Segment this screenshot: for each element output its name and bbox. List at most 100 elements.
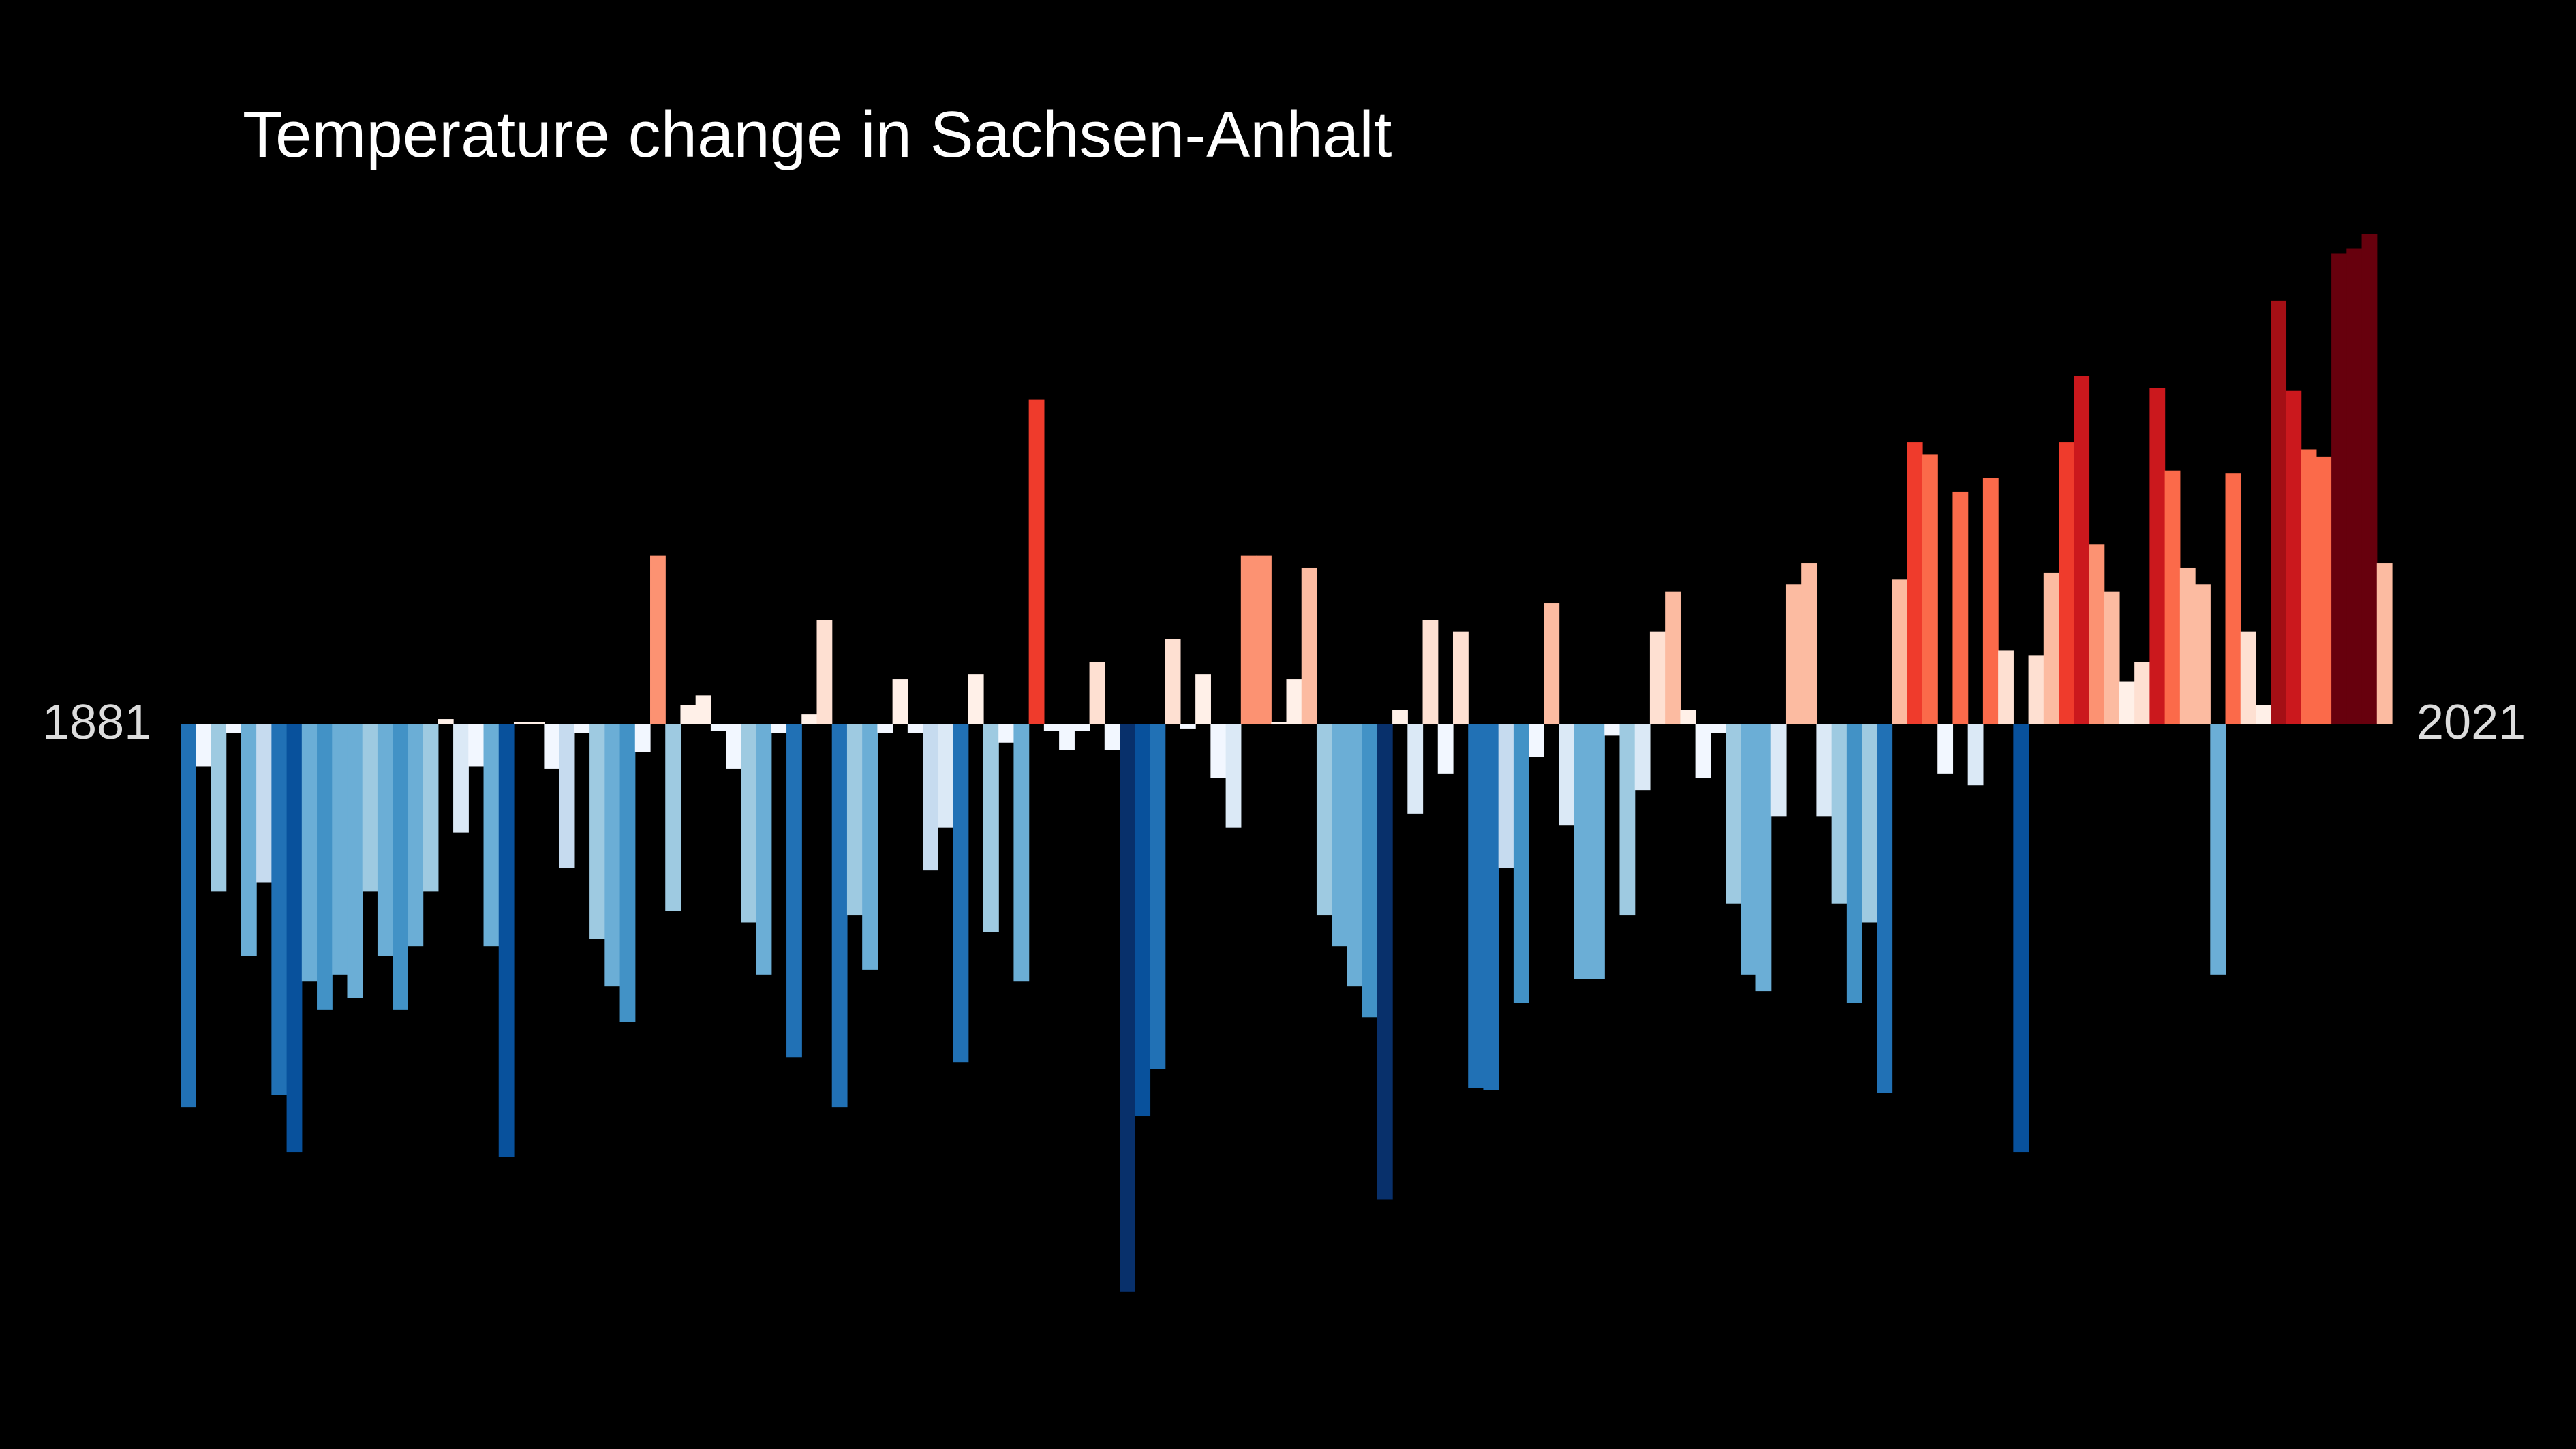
bar-2021 — [2301, 449, 2317, 724]
bar-1971 — [1544, 603, 1560, 724]
bar-1969 — [1513, 724, 1529, 1003]
bar-1955 — [1301, 567, 1317, 724]
bar-1981 — [1695, 724, 1711, 778]
bar-2002 — [2013, 724, 2029, 1153]
bar-1970 — [1529, 724, 1544, 757]
bar-2016 — [2225, 473, 2241, 724]
bar-1962 — [1407, 724, 1424, 814]
bar-1942 — [1104, 724, 1120, 750]
bar-2010 — [2134, 662, 2150, 724]
bar-2000 — [1982, 478, 1999, 724]
bar-1956 — [1316, 724, 1332, 916]
bar-1927 — [877, 724, 893, 733]
bar-2006 — [2074, 376, 2090, 724]
bar-1993 — [1877, 724, 1893, 1093]
bar-1883 — [211, 724, 227, 892]
bar-1950 — [1225, 724, 1242, 828]
bar-1951 — [1240, 555, 1257, 724]
bar-1966 — [1468, 724, 1484, 1088]
bar-1986 — [1770, 724, 1787, 817]
bar-1990 — [1831, 724, 1847, 904]
bar-1967 — [1483, 724, 1499, 1090]
bar-1893 — [362, 724, 378, 892]
bar-1944 — [1135, 724, 1151, 1117]
bar-1910 — [619, 724, 636, 1022]
bar-1996 — [1922, 454, 1938, 724]
start-year-label: 1881 — [42, 695, 152, 750]
bar-2019 — [2271, 300, 2287, 724]
bar-1940 — [1074, 724, 1090, 731]
bar-1991 — [1846, 724, 1862, 1003]
bar-2014 — [2195, 584, 2211, 724]
bar-2004 — [2043, 572, 2059, 724]
bar-1968 — [1498, 724, 1514, 868]
bar-1929 — [907, 724, 923, 733]
bar-1947 — [1180, 724, 1196, 729]
bar-2025 — [2361, 234, 2378, 724]
bar-1896 — [408, 724, 424, 947]
bar-1885 — [241, 724, 257, 956]
bar-2011 — [2149, 388, 2166, 724]
bar-1973 — [1574, 724, 1590, 979]
bar-2024 — [2346, 248, 2363, 724]
bar-1886 — [256, 724, 272, 883]
bar-1925 — [846, 724, 863, 916]
bar-1999 — [1967, 724, 1984, 786]
bar-2026 — [2376, 563, 2393, 724]
bar-1902 — [498, 724, 515, 1157]
bar-1915 — [695, 695, 711, 724]
bar-1952 — [1256, 555, 1272, 724]
bar-1946 — [1165, 639, 1181, 724]
bar-1975 — [1604, 724, 1621, 736]
bar-1922 — [801, 714, 818, 724]
bar-2013 — [2179, 567, 2196, 724]
bar-1932 — [953, 724, 969, 1063]
bar-1980 — [1680, 710, 1696, 724]
bar-1979 — [1665, 591, 1681, 724]
bar-1994 — [1892, 579, 1908, 724]
bar-2005 — [2059, 442, 2074, 724]
bar-1976 — [1619, 724, 1636, 916]
bar-1891 — [332, 724, 348, 975]
bar-1906 — [559, 724, 575, 868]
bar-1945 — [1150, 724, 1166, 1069]
bar-1924 — [831, 724, 848, 1108]
bar-1912 — [650, 555, 666, 724]
bar-1939 — [1059, 724, 1075, 750]
bar-1918 — [741, 724, 757, 923]
bar-1887 — [271, 724, 288, 1095]
bar-1953 — [1271, 722, 1287, 724]
bar-2009 — [2119, 681, 2135, 724]
bar-1917 — [726, 724, 741, 769]
bar-1985 — [1755, 724, 1772, 992]
bar-1914 — [680, 705, 696, 724]
bar-2008 — [2104, 591, 2120, 724]
bar-1897 — [423, 724, 439, 892]
bar-2015 — [2210, 724, 2226, 975]
bar-1905 — [544, 724, 560, 769]
bar-1938 — [1043, 724, 1060, 731]
bar-1995 — [1907, 442, 1923, 724]
bar-1881 — [181, 724, 196, 1108]
bar-1923 — [816, 620, 833, 724]
bar-2020 — [2286, 390, 2302, 724]
bar-1997 — [1937, 724, 1954, 774]
bar-1960 — [1377, 724, 1393, 1200]
bar-1926 — [862, 724, 878, 970]
bar-1916 — [710, 724, 726, 731]
bar-1890 — [317, 724, 333, 1010]
bar-1982 — [1710, 724, 1726, 733]
bar-1977 — [1634, 724, 1651, 791]
bar-1884 — [226, 724, 242, 733]
bar-1992 — [1862, 724, 1877, 923]
bar-1964 — [1437, 724, 1454, 774]
bar-1888 — [286, 724, 303, 1153]
bar-1909 — [604, 724, 621, 987]
bar-1919 — [756, 724, 772, 975]
bar-1998 — [1952, 491, 1969, 724]
bar-1901 — [483, 724, 500, 947]
bar-1974 — [1589, 724, 1605, 979]
bar-1933 — [968, 674, 984, 724]
bar-2023 — [2331, 253, 2347, 724]
